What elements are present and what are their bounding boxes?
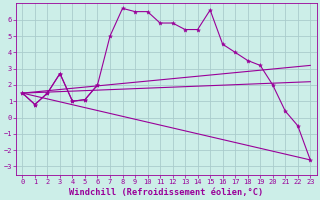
X-axis label: Windchill (Refroidissement éolien,°C): Windchill (Refroidissement éolien,°C) (69, 188, 263, 197)
